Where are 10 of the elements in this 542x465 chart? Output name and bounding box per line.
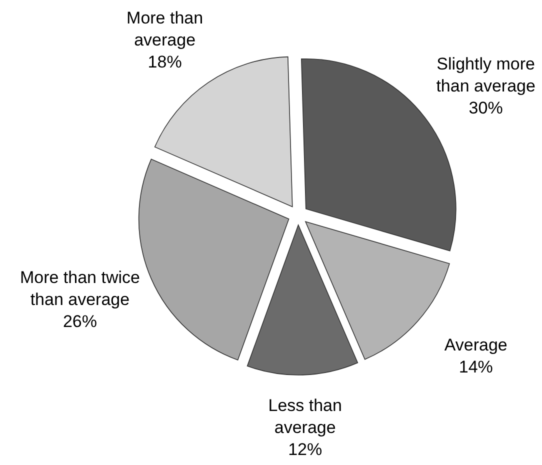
slice-label: Slightly more than average — [436, 54, 536, 96]
data-label: 18% — [148, 52, 182, 72]
slice-label: Average — [444, 335, 508, 354]
slice-label: More than average — [126, 8, 204, 50]
slice-label: Less than average — [268, 396, 342, 437]
data-label: 12% — [288, 440, 322, 459]
data-label: 14% — [458, 357, 493, 376]
data-label: 30% — [468, 98, 503, 118]
data-label: 26% — [62, 312, 97, 331]
slice-label: More than twice than average — [20, 268, 140, 309]
